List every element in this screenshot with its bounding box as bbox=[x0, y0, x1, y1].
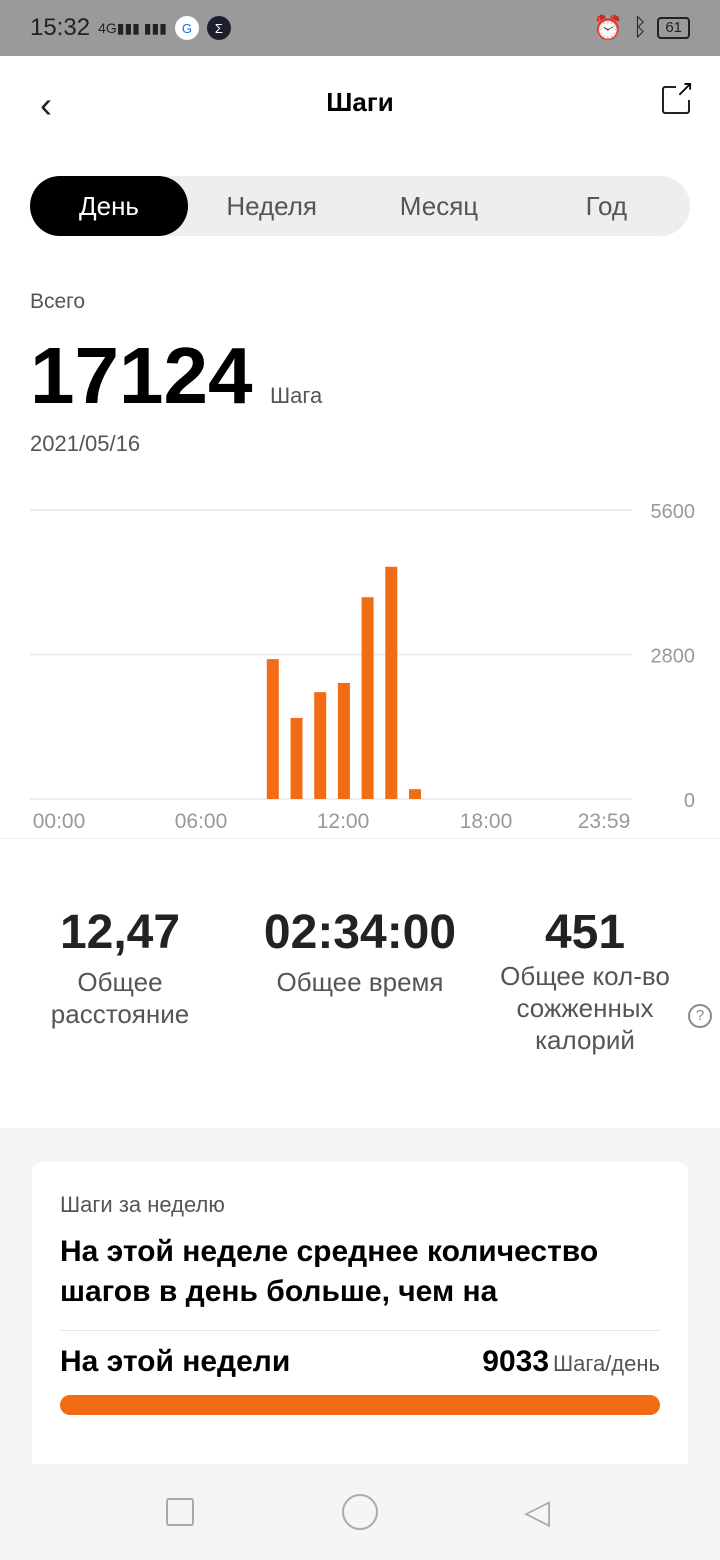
back-button[interactable]: ◁ bbox=[524, 1493, 551, 1531]
signal-icon: 4G▮▮▮ ▮▮▮ bbox=[98, 19, 167, 36]
card-subtitle: Шаги за неделю bbox=[60, 1192, 225, 1217]
week-row-label: На этой недели bbox=[60, 1345, 291, 1378]
divider bbox=[0, 838, 720, 839]
status-time: 15:32 bbox=[30, 14, 91, 41]
back-icon[interactable]: ‹ bbox=[40, 84, 52, 125]
page-title: Шаги bbox=[326, 86, 394, 117]
google-news-icon: G bbox=[174, 16, 199, 40]
total-unit: Шага bbox=[270, 383, 323, 408]
status-bar: 15:32 4G▮▮▮ ▮▮▮ G Σ ⏰ ᛒ 61 bbox=[0, 0, 720, 56]
tab-day[interactable]: День bbox=[30, 176, 188, 236]
steps-chart[interactable]: 5600 2800 0 00:00 06:00 12:00 18:00 23:59 bbox=[0, 495, 720, 840]
system-nav-bar: ◁ bbox=[0, 1464, 720, 1560]
bar-hour-12 bbox=[337, 682, 350, 799]
total-label: Всего bbox=[30, 290, 86, 313]
weekly-card[interactable]: Шаги за неделю На этой неделе среднее ко… bbox=[32, 1162, 688, 1472]
date-label: 2021/05/16 bbox=[30, 431, 141, 456]
home-button[interactable] bbox=[342, 1494, 378, 1530]
bluetooth-icon: ᛒ bbox=[632, 14, 648, 41]
alarm-icon: ⏰ bbox=[593, 14, 623, 42]
stat-label: Общее кол-во сожженных калорий bbox=[500, 961, 670, 1055]
battery-icon: 61 bbox=[657, 17, 690, 39]
x-tick-label: 06:00 bbox=[175, 810, 228, 833]
y-tick-label: 5600 bbox=[651, 501, 696, 523]
stat-distance: 12,47 Общее расстояние bbox=[20, 905, 220, 1030]
stat-time: 02:34:00 Общее время bbox=[250, 905, 470, 998]
network-type: 4G bbox=[98, 19, 117, 36]
y-tick-label: 2800 bbox=[651, 646, 696, 668]
stat-value: 12,47 bbox=[59, 906, 181, 959]
sigma-app-icon: Σ bbox=[206, 16, 231, 40]
bar-hour-10 bbox=[290, 717, 303, 799]
stat-value: 451 bbox=[544, 906, 626, 959]
app-header: ‹ Шаги bbox=[0, 56, 720, 148]
card-divider bbox=[60, 1330, 660, 1331]
share-icon[interactable] bbox=[662, 78, 694, 114]
recents-button[interactable] bbox=[166, 1498, 194, 1526]
x-tick-label: 12:00 bbox=[317, 810, 370, 833]
x-tick-label: 18:00 bbox=[460, 810, 513, 833]
card-headline: На этой неделе среднее количество шагов … bbox=[60, 1235, 599, 1308]
total-steps: 17124 bbox=[30, 331, 253, 420]
stat-label: Общее время bbox=[276, 967, 444, 997]
stat-calories: 451 Общее кол-во сожженных калорий bbox=[490, 905, 680, 1056]
week-row-unit: Шага/день bbox=[553, 1351, 660, 1376]
help-icon[interactable]: ? bbox=[688, 1004, 712, 1028]
tab-week[interactable]: Неделя bbox=[226, 190, 317, 221]
week-row-value: 9033 bbox=[482, 1345, 550, 1378]
week-row: На этой недели 9033 Шага/день bbox=[60, 1345, 660, 1379]
tab-year[interactable]: Год bbox=[585, 190, 628, 221]
bar-hour-14 bbox=[385, 566, 398, 799]
x-tick-label: 23:59 bbox=[578, 810, 631, 833]
bar-hour-11 bbox=[314, 692, 327, 799]
period-tabs: День Неделя Месяц Год bbox=[30, 176, 690, 236]
stat-value: 02:34:00 bbox=[263, 906, 457, 959]
tab-month[interactable]: Месяц bbox=[399, 190, 479, 221]
x-tick-label: 00:00 bbox=[33, 810, 86, 833]
bar-hour-9 bbox=[266, 659, 279, 799]
week-progress-bar bbox=[60, 1395, 660, 1415]
bar-hour-13 bbox=[361, 597, 374, 799]
stat-label: Общее расстояние bbox=[50, 967, 190, 1029]
y-tick-label: 0 bbox=[684, 790, 695, 812]
bar-hour-15 bbox=[409, 789, 421, 799]
